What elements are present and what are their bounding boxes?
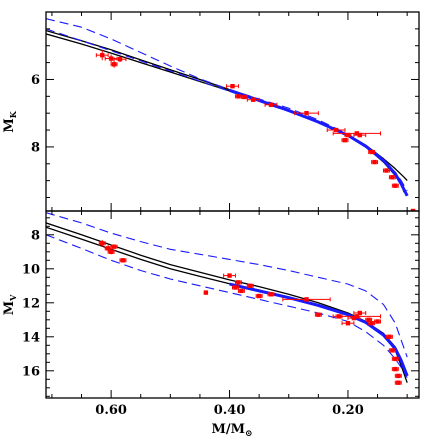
- mv-data-point: [394, 373, 402, 379]
- mk-data-point: [234, 94, 242, 99]
- mass-x-tick-label: 0.60: [95, 403, 127, 418]
- mv-y-tick-label: 14: [22, 330, 40, 345]
- mv-data-point: [110, 244, 118, 249]
- mv-data-point: [255, 293, 263, 299]
- mk-data-point: [341, 137, 349, 143]
- mk-axis-label-sub: K: [8, 110, 18, 118]
- mk-y-tick-label: 8: [31, 140, 40, 155]
- mv-model-curve-dashed-2: [46, 212, 408, 358]
- mv-y-tick-label: 8: [31, 228, 40, 243]
- mv-data-point: [237, 288, 245, 294]
- mk-panel: 68: [31, 11, 420, 212]
- mk-data-point: [95, 50, 109, 61]
- mv-data-point: [385, 334, 393, 339]
- mk-model-curve-dashed-2: [46, 18, 408, 192]
- mv-axis-label: MV: [2, 294, 18, 315]
- mk-data-point: [410, 208, 416, 211]
- mk-data-point: [294, 110, 319, 116]
- mk-data-point: [226, 84, 239, 89]
- mv-data-point: [267, 292, 275, 297]
- mv-model-curve-solid-1: [46, 226, 408, 375]
- mk-data-point: [246, 97, 260, 102]
- mv-data-point: [246, 283, 254, 288]
- mass-x-tick-label: 0.20: [332, 403, 364, 418]
- mv-y-tick-label: 12: [22, 296, 40, 311]
- mv-data-point: [107, 249, 115, 255]
- mk-data-point: [240, 94, 248, 100]
- mv-data-point: [98, 239, 106, 247]
- mk-data-point: [391, 183, 399, 188]
- mv-data-point: [232, 285, 239, 290]
- mass-axis-label-main: M/M: [211, 422, 245, 437]
- mk-axis-label-main: M: [2, 118, 17, 132]
- mk-data-point: [332, 131, 382, 136]
- mv-data-point: [203, 290, 209, 295]
- mass-x-tick-label: 0.40: [214, 403, 246, 418]
- mv-data-point: [282, 297, 331, 302]
- mk-data-point: [382, 168, 390, 173]
- mk-data-point: [110, 60, 118, 68]
- mk-data-point: [264, 102, 278, 107]
- mv-data-point: [374, 319, 382, 324]
- mk-data-point: [104, 54, 118, 63]
- mv-model-curve-dashed-3: [46, 234, 408, 378]
- mass-axis-label-sub: ⊙: [245, 429, 253, 439]
- mv-data-point: [353, 310, 367, 316]
- mv-panel: 8 10 12 14 16: [22, 210, 420, 399]
- mv-data-point: [341, 321, 355, 326]
- mk-axis-label: MK: [2, 110, 18, 132]
- mv-data-point: [314, 312, 322, 317]
- mv-data-point: [391, 366, 399, 372]
- mk-model-curve-solid-1: [46, 33, 405, 193]
- mv-y-tick-label: 16: [22, 364, 40, 379]
- mk-data-point: [113, 56, 127, 62]
- mv-data-point: [234, 280, 242, 285]
- mv-data-point: [394, 380, 402, 385]
- mk-data-point: [353, 132, 367, 138]
- mv-panel-frame: [45, 210, 420, 399]
- mk-data-point: [326, 127, 346, 133]
- mv-axis-label-main: M: [2, 301, 17, 315]
- mk-panel-frame: [45, 11, 420, 212]
- mv-data-point: [332, 314, 382, 319]
- mv-model-curve-solid-0: [46, 222, 408, 383]
- mv-data-point: [119, 258, 127, 263]
- mv-data-point: [223, 273, 236, 278]
- mv-axis-label-sub: V: [8, 294, 18, 302]
- mk-y-tick-label: 6: [31, 73, 40, 88]
- mk-model-curve-thick-4: [229, 88, 409, 197]
- mass-axis-label: M/M⊙: [211, 422, 252, 439]
- mv-data-point: [368, 321, 376, 326]
- mk-data-point: [388, 175, 396, 180]
- mv-y-tick-label: 10: [22, 262, 40, 277]
- mk-data-point: [368, 149, 376, 155]
- mk-data-point: [371, 159, 379, 165]
- mv-data-point: [391, 356, 399, 362]
- mv-data-point: [388, 348, 396, 353]
